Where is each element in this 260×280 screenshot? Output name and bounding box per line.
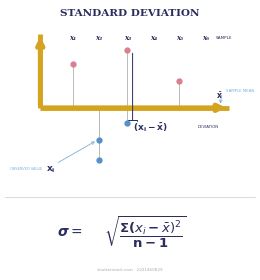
Text: $\bar{\mathbf{x}}$: $\bar{\mathbf{x}}$ — [216, 90, 223, 101]
Text: STANDARD DEVIATION: STANDARD DEVIATION — [60, 10, 200, 18]
Text: OBSERVED VALUE: OBSERVED VALUE — [10, 167, 43, 171]
Text: $\boldsymbol{\sigma}=$: $\boldsymbol{\sigma}=$ — [57, 225, 83, 239]
Text: x₁: x₁ — [69, 34, 76, 42]
Text: SAMPLE MEAN: SAMPLE MEAN — [226, 89, 255, 93]
Text: x₂: x₂ — [95, 34, 102, 42]
Text: x₆: x₆ — [202, 34, 209, 42]
Text: SAMPLE: SAMPLE — [216, 36, 232, 40]
Text: x₃: x₃ — [124, 34, 131, 42]
Text: $\sqrt{\dfrac{\boldsymbol{\Sigma(x_i-\bar{x})^2}}{{\bf n-1}}}$: $\sqrt{\dfrac{\boldsymbol{\Sigma(x_i-\ba… — [105, 214, 187, 250]
Text: $\mathbf{x_i}$: $\mathbf{x_i}$ — [46, 164, 55, 175]
Text: shutterstock.com · 2221460829: shutterstock.com · 2221460829 — [97, 268, 163, 272]
Text: x₅: x₅ — [176, 34, 183, 42]
Text: x₄: x₄ — [150, 34, 157, 42]
Text: DEVIATION: DEVIATION — [198, 125, 219, 129]
Text: $\mathbf{(x_i - \bar{x})}$: $\mathbf{(x_i - \bar{x})}$ — [133, 121, 167, 134]
